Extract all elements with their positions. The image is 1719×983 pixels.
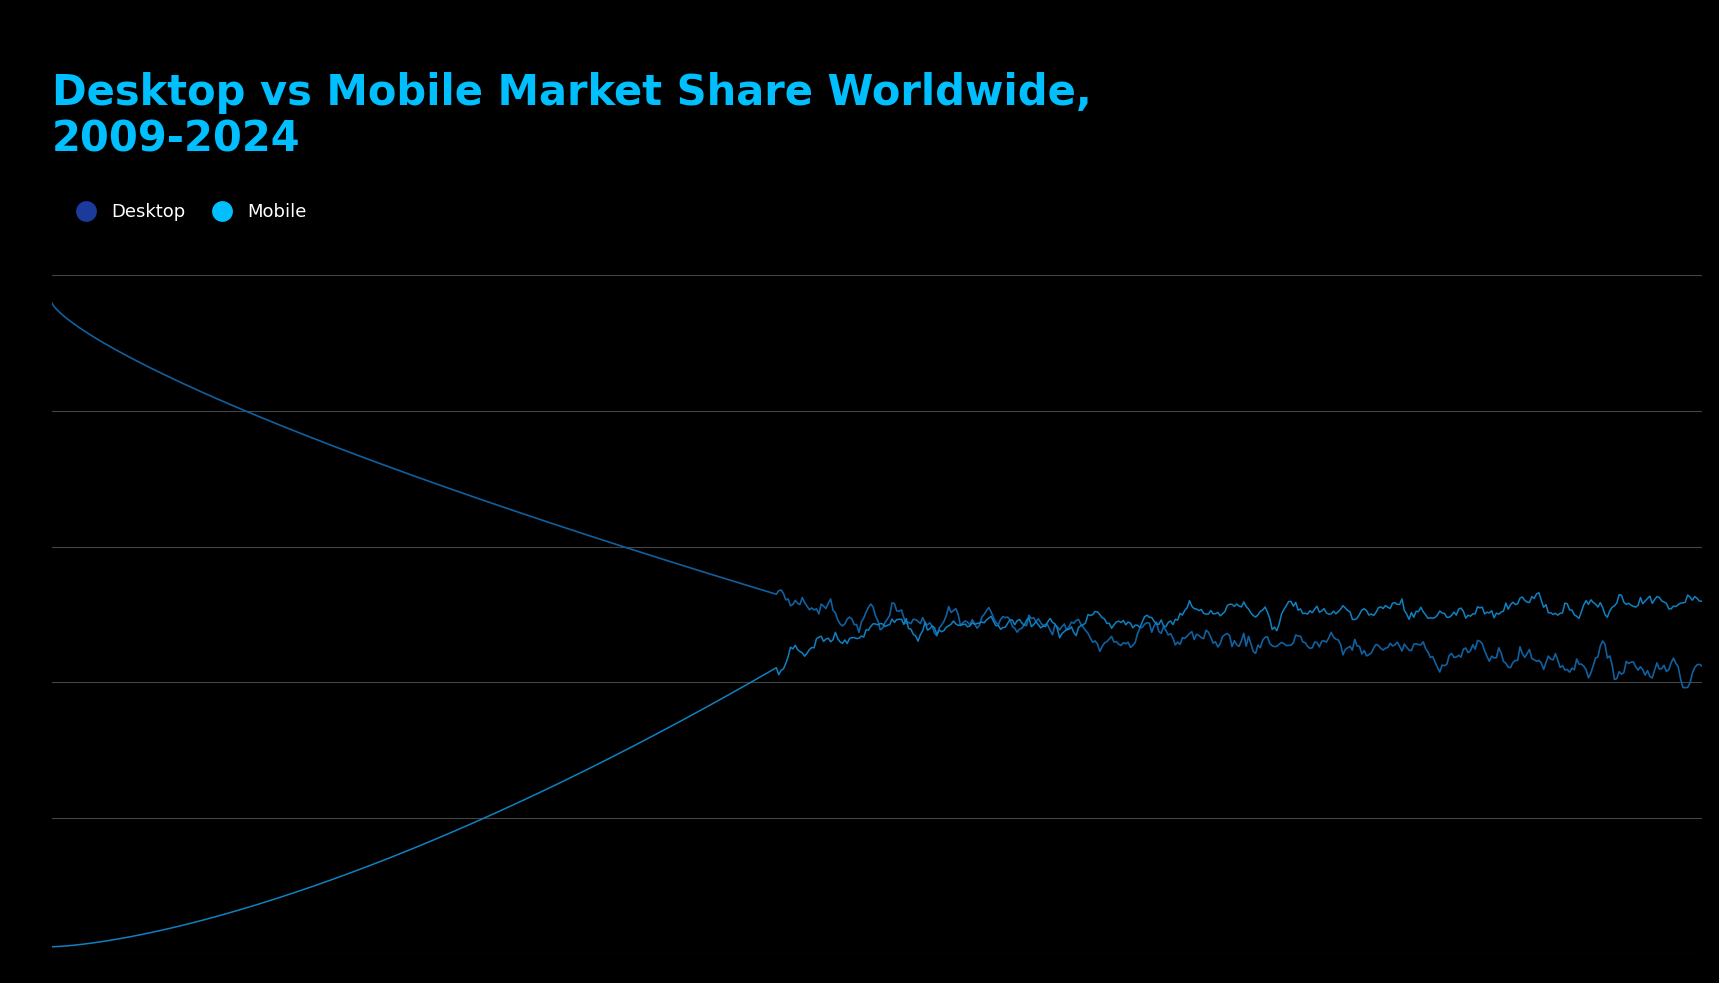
Legend: Desktop, Mobile: Desktop, Mobile	[60, 196, 313, 228]
Text: Desktop vs Mobile Market Share Worldwide,
2009-2024: Desktop vs Mobile Market Share Worldwide…	[52, 72, 1092, 160]
